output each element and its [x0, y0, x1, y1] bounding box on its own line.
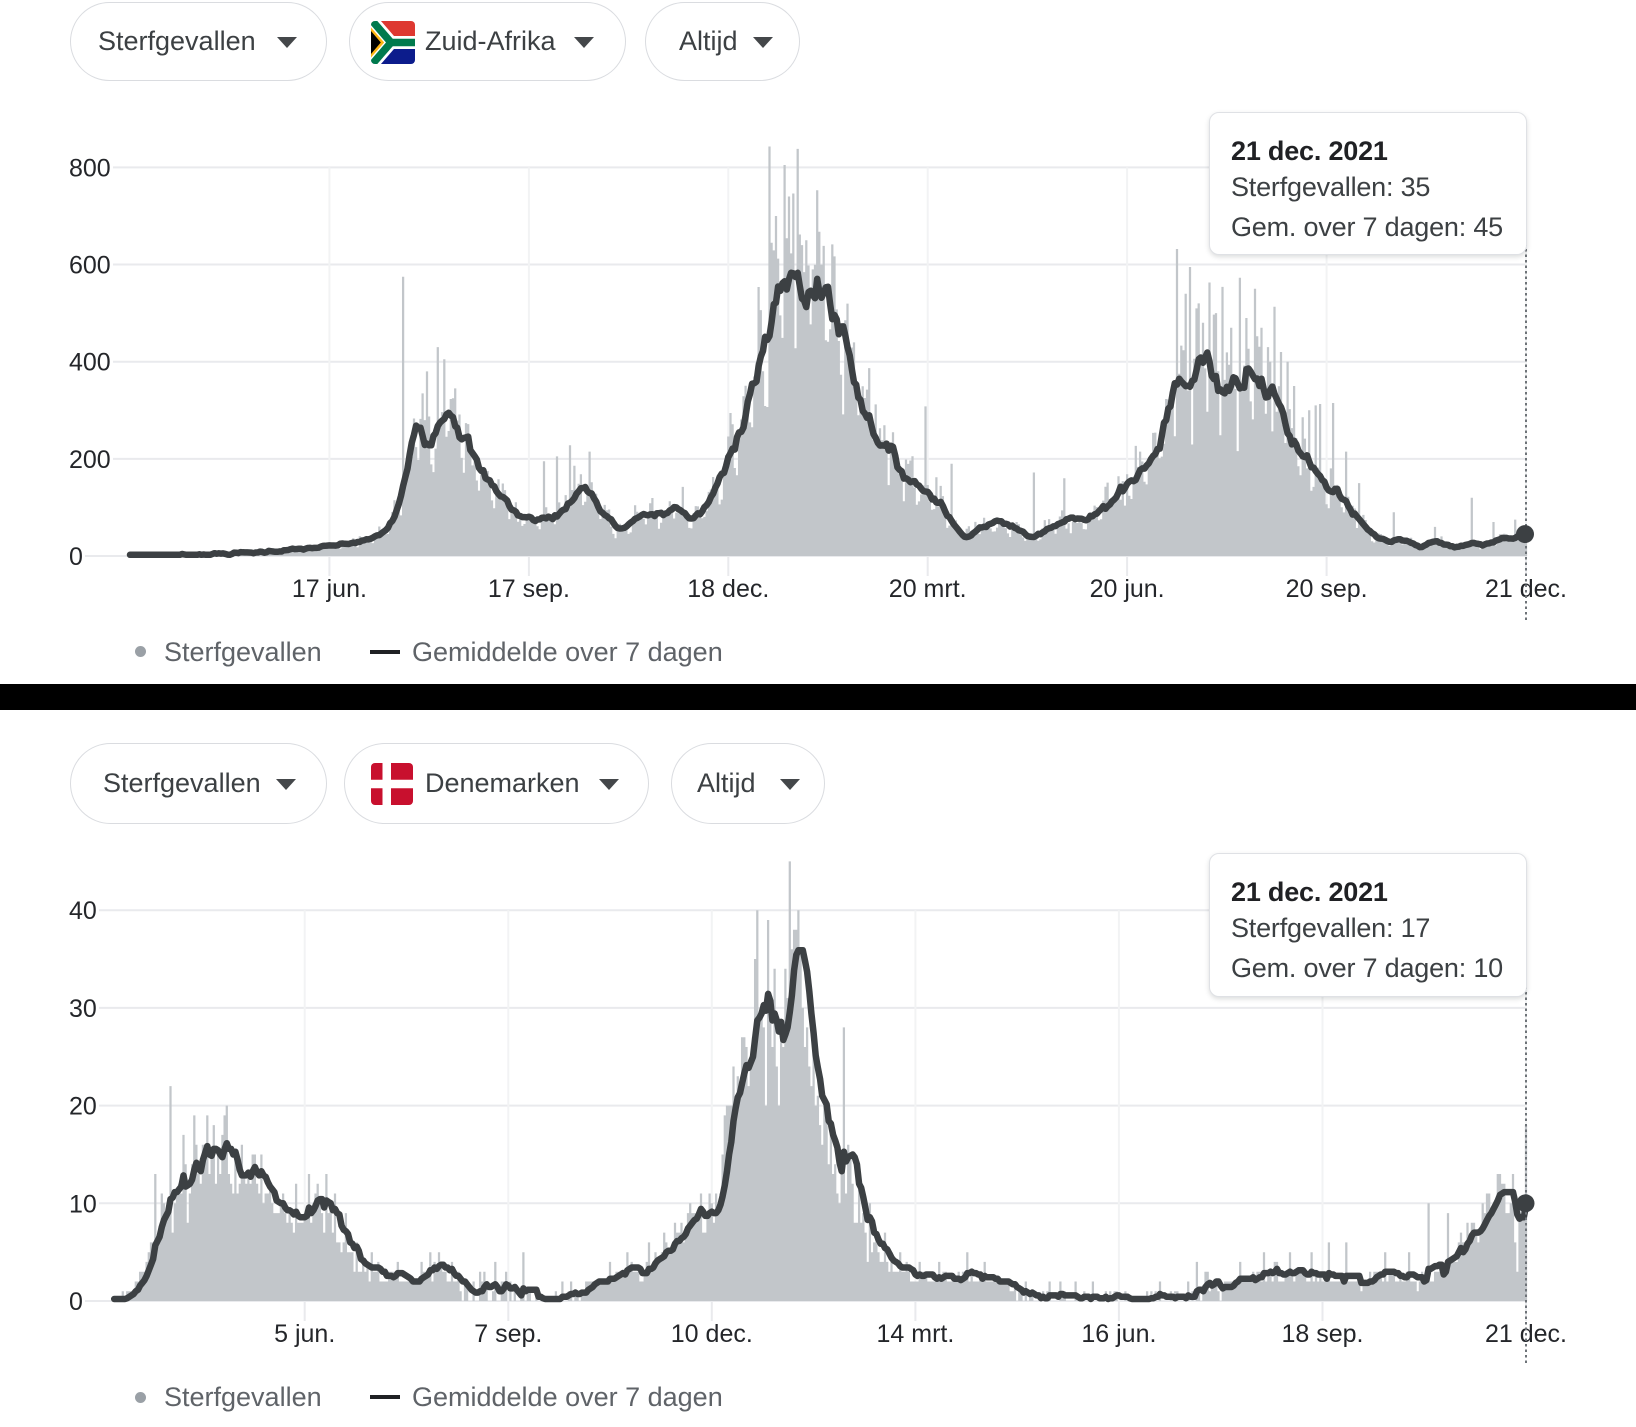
- svg-text:18 sep.: 18 sep.: [1281, 1320, 1363, 1348]
- svg-text:20 mrt.: 20 mrt.: [889, 575, 967, 603]
- svg-text:18 dec.: 18 dec.: [687, 575, 769, 603]
- svg-text:40: 40: [69, 897, 97, 925]
- svg-text:0: 0: [69, 1288, 83, 1316]
- svg-text:0: 0: [69, 543, 83, 571]
- svg-text:20 sep.: 20 sep.: [1286, 575, 1368, 603]
- svg-text:16 jun.: 16 jun.: [1081, 1320, 1156, 1348]
- svg-text:10 dec.: 10 dec.: [671, 1320, 753, 1348]
- svg-text:200: 200: [69, 446, 111, 474]
- svg-text:400: 400: [69, 349, 111, 377]
- svg-text:10: 10: [69, 1190, 97, 1218]
- svg-text:17 sep.: 17 sep.: [488, 575, 570, 603]
- svg-text:30: 30: [69, 995, 97, 1023]
- svg-text:7 sep.: 7 sep.: [474, 1320, 542, 1348]
- svg-text:20: 20: [69, 1093, 97, 1121]
- svg-text:20 jun.: 20 jun.: [1090, 575, 1165, 603]
- svg-text:14 mrt.: 14 mrt.: [877, 1320, 955, 1348]
- svg-text:600: 600: [69, 252, 111, 280]
- svg-text:800: 800: [69, 154, 111, 182]
- svg-text:5 jun.: 5 jun.: [274, 1320, 335, 1348]
- svg-text:17 jun.: 17 jun.: [292, 575, 367, 603]
